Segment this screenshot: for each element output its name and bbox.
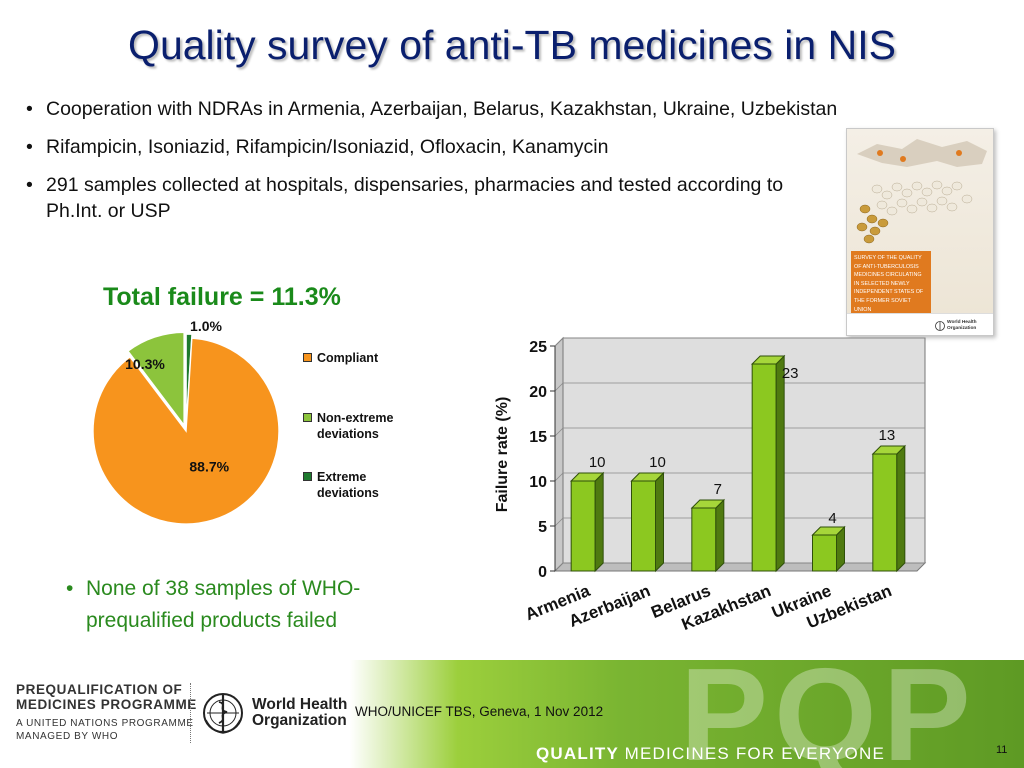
bar-data-label: 10	[589, 454, 606, 471]
pie-data-label: 10.3%	[125, 356, 165, 372]
y-tick-label: 0	[538, 564, 547, 581]
cover-title: Survey of the quality of anti-tuberculos…	[851, 251, 931, 318]
y-axis-label: Failure rate (%)	[494, 397, 511, 513]
tagline-bold: QUALITY	[536, 744, 619, 763]
bar-front	[570, 480, 596, 572]
who-emblem-icon	[203, 693, 243, 734]
pie-data-label: 1.0%	[190, 318, 222, 334]
who-logo-text: World Health Organization	[252, 697, 347, 729]
pqp-watermark: PQP	[680, 641, 977, 768]
pie-slice	[92, 337, 280, 525]
page-number: 11	[996, 744, 1008, 756]
bullet-list: Cooperation with NDRAs in Armenia, Azerb…	[22, 96, 1012, 236]
y-tick-label: 5	[538, 519, 547, 536]
y-tick-label: 20	[529, 384, 547, 401]
programme-line: MEDICINES PROGRAMME	[16, 697, 197, 712]
legend-item: Non-extreme deviations	[303, 410, 403, 442]
bar	[871, 444, 907, 573]
bar-top	[811, 526, 846, 536]
bar-top	[871, 445, 907, 455]
bar-front	[812, 534, 837, 572]
bar-side	[896, 444, 906, 573]
bar-data-label: 13	[878, 427, 895, 444]
y-tick-label: 10	[529, 474, 547, 491]
footer-logo-area	[0, 660, 350, 768]
report-cover-image: Survey of the quality of anti-tuberculos…	[846, 128, 994, 336]
gridline	[554, 337, 564, 347]
y-tick-label: 15	[529, 429, 547, 446]
who-line: World Health	[252, 696, 348, 713]
bar	[630, 471, 665, 573]
legend-item: Extreme deviations	[303, 469, 403, 501]
pie-data-label: 88.7%	[189, 458, 229, 474]
legend-label: Non-extreme deviations	[317, 411, 394, 441]
programme-subline: A UNITED NATIONS PROGRAMME	[16, 718, 194, 729]
bar	[811, 525, 846, 573]
bar-front	[691, 507, 717, 572]
who-line: Organization	[252, 712, 347, 729]
legend-swatch	[303, 472, 312, 481]
cover-map-illustration	[856, 139, 987, 244]
plot-back-wall	[562, 337, 926, 564]
bar-data-label: 4	[828, 510, 836, 527]
gridline	[554, 472, 564, 482]
plot-floor	[553, 562, 927, 572]
bar-data-label: 7	[714, 481, 722, 498]
bar-side	[715, 498, 725, 573]
gridline	[554, 562, 564, 572]
legend-swatch	[303, 413, 312, 422]
bar	[690, 498, 726, 573]
legend-label: Compliant	[317, 351, 379, 365]
bar-top	[630, 472, 665, 482]
bar-front	[751, 363, 777, 572]
logo-divider	[190, 683, 191, 743]
pie-chart-title: Total failure = 11.3%	[103, 283, 341, 311]
prequalification-logo: PREQUALIFICATION OF MEDICINES PROGRAMME …	[16, 683, 197, 743]
bar-data-label: 10	[649, 454, 666, 471]
bar-side	[655, 471, 664, 573]
bar-side	[594, 471, 604, 573]
bar	[569, 471, 605, 573]
gridline	[554, 382, 564, 392]
gridline	[554, 427, 564, 437]
plot-side-wall	[554, 336, 564, 573]
footer-banner	[350, 660, 1024, 768]
legend-label: Extreme deviations	[317, 470, 379, 500]
prequalified-note: None of 38 samples of WHO-prequalified p…	[66, 573, 406, 637]
programme-line: PREQUALIFICATION OF	[16, 682, 183, 697]
slide-title: Quality survey of anti-TB medicines in N…	[128, 22, 896, 68]
bar-top	[750, 355, 786, 365]
y-tick-label: 25	[529, 339, 547, 356]
gridline	[554, 517, 564, 527]
tagline-rest: MEDICINES FOR EVERYONE	[624, 744, 885, 763]
pie-slice	[127, 331, 185, 428]
cover-who-text: World Health Organization	[947, 320, 977, 331]
bar-top	[690, 499, 726, 509]
bullet-item: 291 samples collected at hospitals, disp…	[22, 172, 822, 224]
bar-front	[631, 480, 656, 572]
cover-footer: World Health Organization	[847, 313, 993, 335]
bar-top	[569, 472, 605, 482]
bar-data-label: 23	[782, 365, 799, 382]
bullet-item: Rifampicin, Isoniazid, Rifampicin/Isonia…	[22, 134, 1012, 160]
programme-subline: MANAGED BY WHO	[16, 731, 119, 742]
who-emblem-icon	[935, 321, 945, 331]
footer-tagline: QUALITY MEDICINES FOR EVERYONE	[536, 744, 885, 764]
pie-chart: 88.7% 10.3% 1.0%	[92, 318, 280, 525]
bar-side	[775, 354, 785, 573]
event-label: WHO/UNICEF TBS, Geneva, 1 Nov 2012	[355, 704, 604, 719]
bar-front	[872, 453, 898, 572]
bar	[750, 354, 786, 573]
legend-item: Compliant	[303, 350, 378, 366]
bullet-item: Cooperation with NDRAs in Armenia, Azerb…	[22, 96, 1012, 122]
legend-swatch	[303, 353, 312, 362]
